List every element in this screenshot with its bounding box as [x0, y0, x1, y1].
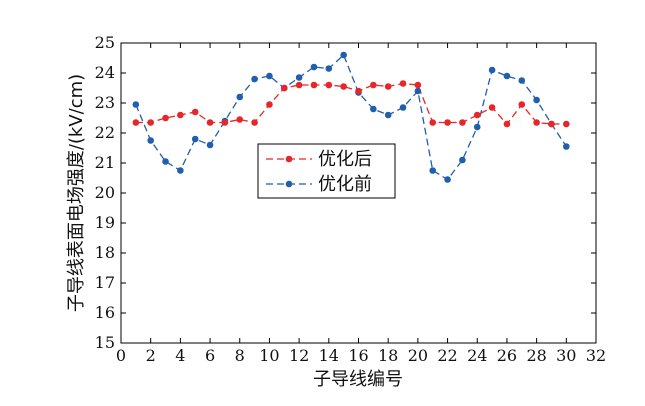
data-point-series-0 [533, 119, 540, 126]
legend-label-after: 优化后 [318, 149, 372, 170]
y-tick-label: 16 [95, 303, 115, 322]
data-point-series-0 [503, 120, 511, 128]
data-point-series-1 [414, 87, 422, 95]
x-ticks: 0 2 4 6 8 10 12 14 16 18 20 22 24 26 28 30 32 [116, 43, 606, 365]
x-tick-label: 32 [586, 346, 606, 365]
x-tick-label: 6 [205, 346, 215, 365]
data-point-series-1 [147, 137, 154, 144]
y-tick-label: 20 [95, 183, 115, 202]
x-tick-label: 20 [408, 346, 428, 365]
data-point-series-1 [191, 135, 199, 143]
x-tick-label: 14 [319, 346, 339, 365]
data-point-series-1 [444, 176, 451, 183]
data-point-series-0 [325, 81, 333, 89]
data-point-series-1 [310, 63, 318, 71]
y-axis-title: 子导线表面电场强度/(kV/cm) [66, 74, 87, 312]
y-tick-label: 25 [95, 33, 115, 52]
x-tick-label: 12 [289, 346, 309, 365]
x-tick-label: 10 [259, 346, 279, 365]
y-tick-label: 15 [95, 333, 115, 352]
x-tick-label: 16 [348, 346, 368, 365]
data-point-series-1 [177, 167, 184, 174]
data-point-series-1 [206, 141, 214, 149]
x-tick-label: 28 [526, 346, 546, 365]
y-tick-label: 21 [95, 153, 115, 172]
data-point-series-1 [459, 156, 466, 164]
x-tick-label: 30 [556, 346, 576, 365]
data-point-series-0 [444, 119, 451, 126]
x-tick-label: 18 [378, 346, 398, 365]
data-point-series-0 [295, 81, 303, 89]
y-tick-label: 17 [95, 273, 115, 292]
legend-box [257, 143, 396, 199]
data-point-series-0 [370, 81, 377, 89]
data-point-series-1 [518, 77, 526, 84]
x-tick-label: 26 [497, 346, 517, 365]
data-point-series-0 [429, 119, 437, 126]
data-point-series-1 [325, 65, 333, 72]
data-point-series-0 [548, 120, 555, 128]
x-tick-label: 4 [175, 346, 185, 365]
data-point-series-0 [459, 119, 466, 126]
series-layer [132, 51, 570, 183]
data-point-series-0 [266, 101, 273, 108]
data-point-series-0 [563, 120, 570, 128]
data-point-series-0 [147, 119, 154, 126]
data-point-series-0 [132, 119, 140, 126]
y-tick-label: 23 [95, 93, 115, 112]
x-tick-label: 24 [467, 346, 487, 365]
data-point-series-1 [236, 93, 244, 101]
data-point-series-0 [399, 80, 407, 87]
legend-marker-before [285, 180, 293, 188]
data-point-series-1 [563, 143, 570, 150]
data-point-series-1 [251, 75, 258, 83]
data-point-series-0 [518, 101, 526, 108]
y-tick-label: 24 [95, 63, 115, 82]
data-point-series-0 [280, 84, 288, 92]
data-point-series-1 [533, 96, 540, 104]
data-point-series-0 [384, 83, 392, 90]
legend-label-before: 优化前 [318, 174, 372, 195]
data-point-series-0 [236, 116, 244, 123]
data-point-series-1 [488, 66, 496, 74]
data-point-series-1 [503, 72, 511, 80]
y-tick-label: 22 [95, 123, 115, 142]
data-point-series-1 [162, 158, 169, 165]
data-point-series-0 [206, 119, 214, 126]
data-point-series-0 [488, 104, 496, 111]
series-line-0 [135, 82, 567, 126]
data-point-series-0 [177, 111, 184, 119]
data-point-series-1 [384, 111, 392, 119]
data-point-series-1 [370, 105, 377, 113]
data-point-series-1 [473, 123, 481, 131]
data-point-series-1 [340, 51, 347, 59]
legend: 优化后 优化前 [257, 143, 396, 199]
data-point-series-0 [221, 119, 229, 126]
data-point-series-0 [473, 111, 481, 119]
x-tick-label: 2 [146, 346, 156, 365]
x-tick-label: 22 [437, 346, 457, 365]
y-tick-label: 18 [95, 243, 115, 262]
data-point-series-1 [266, 72, 273, 80]
x-tick-label: 8 [235, 346, 245, 365]
data-point-series-1 [295, 74, 303, 81]
legend-marker-after [285, 155, 293, 163]
data-point-series-0 [355, 87, 362, 95]
y-tick-label: 19 [95, 213, 115, 232]
data-point-series-0 [414, 81, 422, 89]
y-ticks: 15 16 17 18 19 20 21 22 23 24 25 [95, 33, 596, 352]
data-point-series-1 [399, 104, 407, 111]
data-point-series-1 [429, 167, 437, 174]
x-axis-title: 子导线编号 [313, 369, 403, 390]
x-tick-label: 0 [116, 346, 126, 365]
data-point-series-0 [162, 114, 169, 122]
data-point-series-0 [191, 108, 199, 116]
data-point-series-0 [310, 81, 318, 89]
data-point-series-0 [340, 83, 347, 90]
data-point-series-0 [251, 119, 258, 126]
data-point-series-1 [132, 101, 140, 108]
